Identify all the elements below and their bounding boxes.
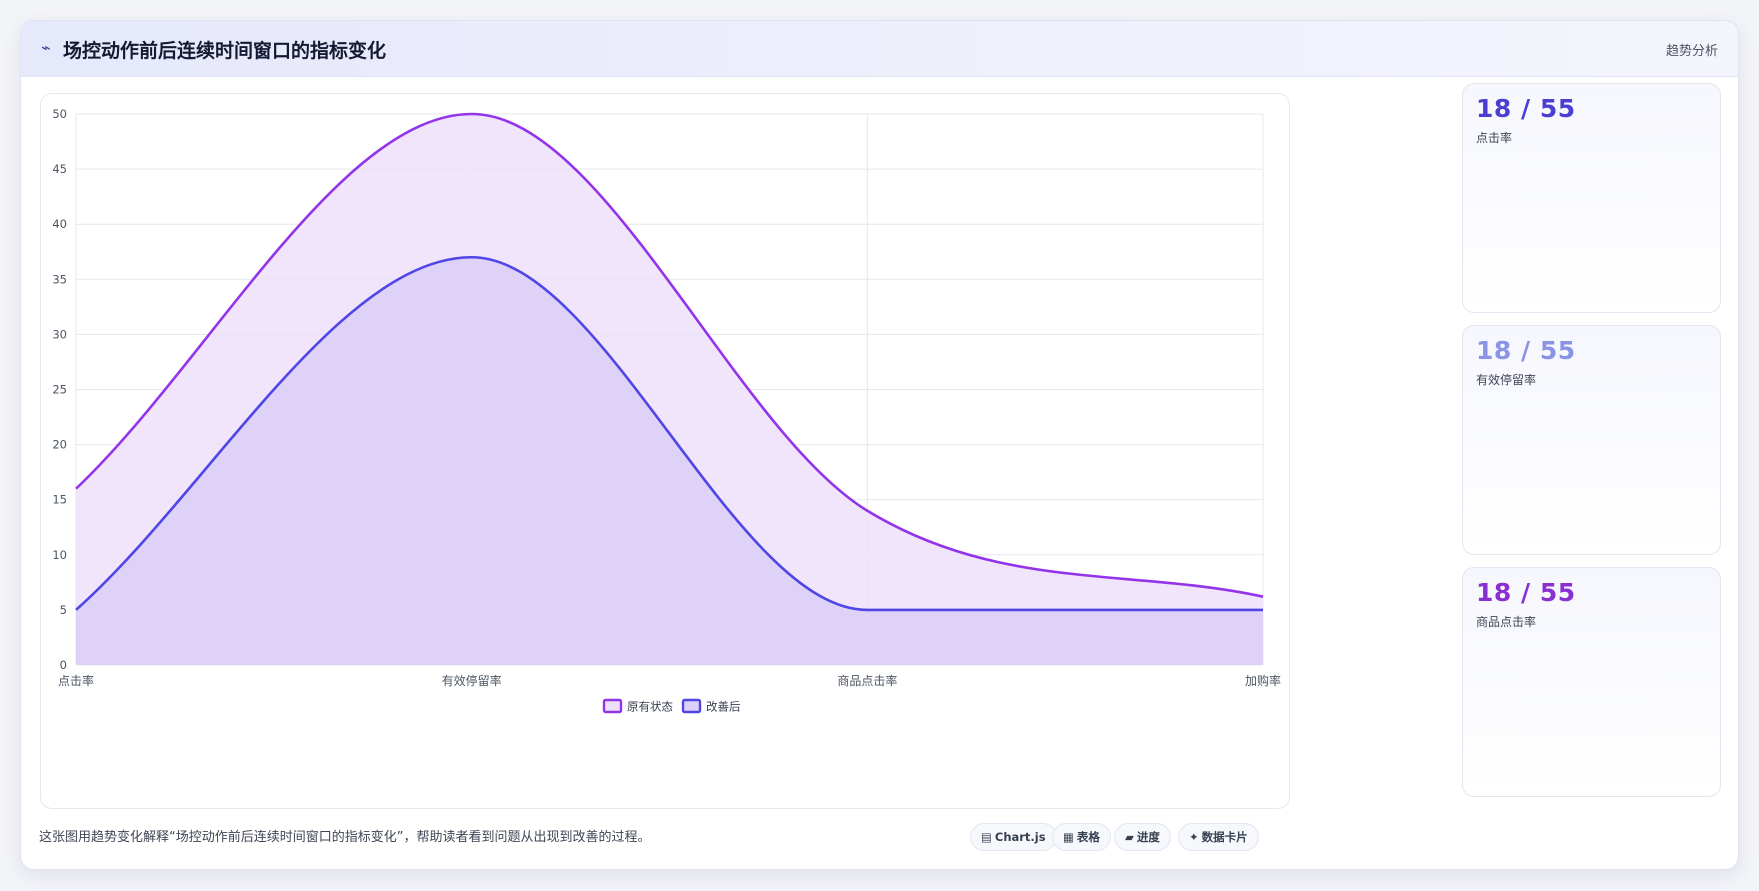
card-icon: ✦ [1189, 830, 1199, 844]
stat-value: 18 / 55 [1476, 336, 1576, 365]
stat-value: 18 / 55 [1476, 578, 1576, 607]
chartjs-button[interactable]: ▤ Chart.js [970, 823, 1057, 851]
y-tick-label: 40 [52, 217, 67, 231]
y-tick-label: 30 [52, 327, 67, 341]
y-tick-label: 25 [52, 383, 67, 397]
stat-value: 18 / 55 [1476, 94, 1576, 123]
y-tick-label: 10 [52, 548, 67, 562]
table-button[interactable]: ▦ 表格 [1052, 823, 1111, 851]
y-tick-label: 35 [52, 272, 67, 286]
progress-icon: ▰ [1125, 830, 1134, 844]
progress-button[interactable]: ▰ 进度 [1114, 823, 1171, 851]
y-tick-label: 50 [52, 107, 67, 121]
trend-icon: ⌁ [41, 38, 51, 57]
y-tick-label: 20 [52, 438, 67, 452]
stat-label: 有效停留率 [1476, 373, 1537, 387]
stat-label: 商品点击率 [1476, 615, 1537, 629]
stat-card-click-rate: 18 / 55 点击率 [1462, 83, 1721, 313]
stat-card-product-click-rate: 18 / 55 商品点击率 [1462, 567, 1721, 797]
pill-label: Chart.js [994, 830, 1046, 844]
x-tick-label: 有效停留率 [442, 673, 502, 688]
pill-label: 数据卡片 [1201, 830, 1248, 844]
legend-label: 改善后 [706, 700, 741, 714]
page-title: 场控动作前后连续时间窗口的指标变化 [63, 40, 387, 62]
legend-swatch [681, 698, 702, 714]
x-tick-label: 点击率 [58, 673, 94, 688]
pill-label: 表格 [1076, 830, 1100, 844]
y-tick-label: 45 [52, 162, 67, 176]
y-tick-label: 15 [52, 493, 67, 507]
series-line-0 [75, 112, 1264, 598]
series-area-1 [76, 257, 1263, 665]
chart-caption: 这张图用趋势变化解释“场控动作前后连续时间窗口的指标变化”，帮助读者看到问题从出… [39, 830, 651, 845]
y-tick-label: 5 [60, 603, 67, 617]
chart-panel: 0 5 10 15 20 25 30 35 40 45 50 点击率 有效停留率 商品点击率 加购率原有状态… [40, 93, 1290, 809]
data-card-button[interactable]: ✦ 数据卡片 [1178, 823, 1259, 851]
legend-label: 原有状态 [627, 700, 673, 714]
stat-label: 点击率 [1476, 131, 1513, 145]
analysis-tag: 趋势分析 [1665, 44, 1718, 59]
area-chart: 0 5 10 15 20 25 30 35 40 45 50 点击率 有效停留率 商品点击率 加购率原有状态… [52, 107, 1281, 714]
y-tick-label: 0 [60, 658, 67, 672]
legend-swatch [602, 698, 623, 714]
table-icon: ▦ [1063, 830, 1074, 844]
series-line-1 [75, 255, 1263, 612]
pill-label: 进度 [1136, 830, 1160, 844]
x-tick-label: 商品点击率 [837, 673, 897, 688]
card-header: ⌁ 场控动作前后连续时间窗口的指标变化 趋势分析 [21, 21, 1738, 77]
stat-card-dwell-rate: 18 / 55 有效停留率 [1462, 325, 1721, 555]
chart-card: ⌁ 场控动作前后连续时间窗口的指标变化 趋势分析 0 5 10 15 20 25 30 35 4… [20, 20, 1739, 870]
chart-icon: ▤ [981, 830, 992, 844]
x-tick-label: 加购率 [1245, 673, 1281, 688]
